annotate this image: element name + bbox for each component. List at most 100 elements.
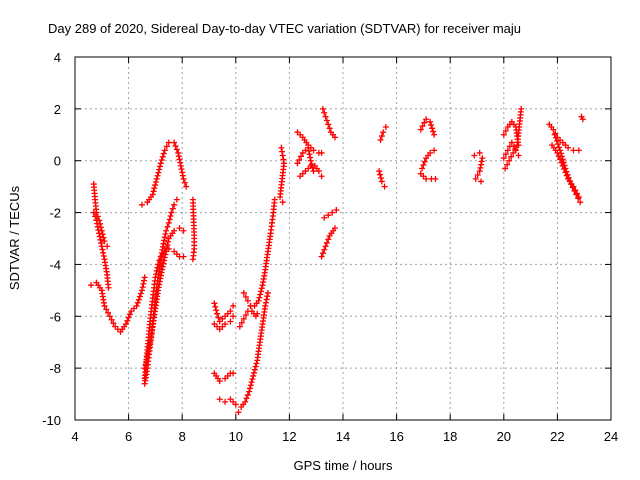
data-point: [156, 163, 163, 170]
data-point: [321, 246, 328, 253]
data-point: [126, 311, 133, 318]
data-point: [215, 314, 222, 321]
data-point: [322, 113, 329, 120]
data-point: [278, 144, 285, 151]
data-point: [325, 212, 332, 219]
data-point: [306, 151, 313, 158]
data-point: [478, 178, 485, 185]
series-arc-b3: [141, 196, 180, 387]
data-point: [419, 123, 426, 130]
data-point: [101, 302, 108, 309]
data-point: [165, 238, 172, 245]
y-tick-label: 0: [54, 154, 61, 169]
data-point: [559, 162, 566, 169]
data-point: [240, 315, 247, 322]
data-point: [154, 172, 161, 179]
data-point: [176, 225, 183, 232]
data-point: [99, 246, 106, 253]
data-point: [570, 183, 577, 190]
data-point: [160, 240, 167, 247]
data-point: [212, 303, 219, 310]
data-point: [315, 168, 322, 175]
y-tick-label: -8: [49, 361, 61, 376]
data-point: [419, 165, 426, 172]
data-point: [227, 318, 234, 325]
data-point: [551, 131, 558, 138]
data-point: [175, 153, 182, 160]
data-point: [158, 157, 165, 164]
data-point: [230, 302, 237, 309]
data-point: [94, 223, 101, 230]
data-point: [211, 300, 218, 307]
data-point: [216, 378, 223, 385]
data-point: [271, 196, 278, 203]
data-point: [242, 398, 249, 405]
data-point: [258, 285, 265, 292]
data-point: [165, 139, 172, 146]
data-point: [510, 149, 517, 156]
data-point: [244, 391, 251, 398]
data-point: [189, 256, 196, 263]
data-point: [180, 175, 187, 182]
data-point: [562, 169, 569, 176]
data-point: [477, 164, 484, 171]
data-point: [159, 266, 166, 273]
data-point: [166, 216, 173, 223]
data-point: [167, 213, 174, 220]
x-tick-label: 14: [336, 429, 350, 444]
data-point: [323, 239, 330, 246]
y-tick-label: 4: [54, 50, 61, 65]
data-point: [250, 372, 257, 379]
data-point: [149, 191, 156, 198]
data-point: [139, 287, 145, 294]
data-point: [381, 183, 388, 190]
data-point: [479, 155, 486, 162]
data-point: [179, 169, 186, 176]
x-tick-label: 22: [550, 429, 564, 444]
data-point: [106, 313, 113, 320]
series-arc-d3: [240, 289, 261, 320]
data-point: [321, 109, 328, 116]
data-point: [162, 251, 169, 258]
data-point: [307, 157, 314, 164]
data-point: [238, 319, 245, 326]
data-point: [502, 127, 509, 134]
data-point: [575, 194, 582, 201]
data-point: [431, 147, 438, 154]
x-axis-label: GPS time / hours: [294, 458, 393, 473]
data-point: [165, 219, 172, 226]
series-arc-f2: [321, 206, 340, 221]
data-point: [141, 277, 148, 284]
data-point: [318, 253, 325, 260]
data-point: [101, 238, 108, 245]
data-point: [104, 243, 111, 250]
data-point: [244, 297, 251, 304]
data-point: [242, 293, 249, 300]
data-point: [161, 254, 168, 261]
data-point: [377, 175, 384, 181]
data-point: [556, 144, 563, 151]
data-point: [305, 144, 312, 151]
data-point: [478, 158, 485, 165]
data-point: [110, 320, 117, 327]
data-point: [420, 162, 427, 169]
data-point: [133, 302, 140, 309]
data-point: [251, 369, 258, 376]
data-point: [230, 313, 237, 320]
chart-title: Day 289 of 2020, Sidereal Day-to-day VTE…: [48, 21, 521, 36]
data-point: [179, 172, 186, 179]
data-point: [421, 119, 428, 126]
data-point: [262, 299, 269, 306]
y-tick-label: -2: [49, 206, 61, 221]
data-point: [476, 149, 483, 156]
data-point: [474, 171, 481, 178]
data-point: [173, 146, 180, 153]
series-arc-a3: [88, 274, 148, 335]
data-points: [88, 105, 586, 416]
data-point: [430, 128, 437, 135]
data-point: [135, 296, 142, 303]
data-point: [171, 201, 178, 208]
data-point: [558, 159, 565, 166]
